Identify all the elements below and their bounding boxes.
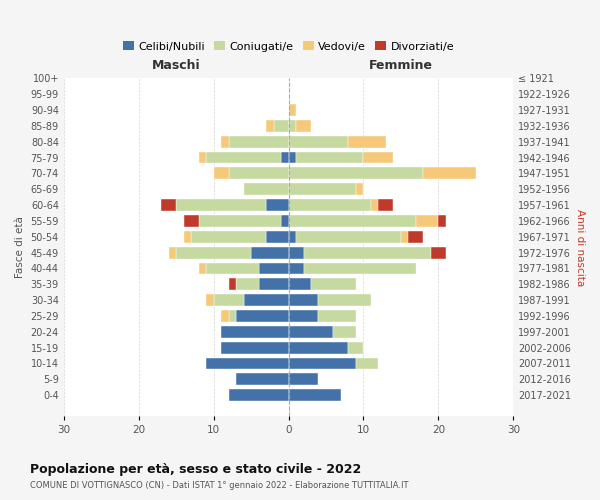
- Bar: [229, 389, 289, 401]
- Bar: [416, 215, 439, 227]
- Bar: [199, 262, 206, 274]
- Bar: [289, 342, 349, 353]
- Bar: [289, 294, 319, 306]
- Bar: [401, 231, 409, 242]
- Bar: [236, 374, 289, 386]
- Bar: [191, 231, 266, 242]
- Bar: [206, 358, 289, 370]
- Bar: [289, 215, 416, 227]
- Bar: [409, 231, 424, 242]
- Bar: [221, 310, 229, 322]
- Bar: [289, 374, 319, 386]
- Bar: [281, 152, 289, 164]
- Bar: [311, 278, 356, 290]
- Bar: [289, 199, 371, 211]
- Bar: [281, 215, 289, 227]
- Bar: [274, 120, 289, 132]
- Bar: [221, 136, 229, 147]
- Bar: [289, 389, 341, 401]
- Bar: [229, 136, 289, 147]
- Bar: [266, 120, 274, 132]
- Bar: [296, 120, 311, 132]
- Bar: [289, 231, 296, 242]
- Bar: [244, 184, 289, 195]
- Bar: [431, 246, 446, 258]
- Bar: [289, 120, 296, 132]
- Bar: [176, 199, 266, 211]
- Bar: [236, 278, 259, 290]
- Bar: [176, 246, 251, 258]
- Bar: [289, 278, 311, 290]
- Bar: [379, 199, 394, 211]
- Bar: [169, 246, 176, 258]
- Bar: [289, 262, 304, 274]
- Bar: [304, 262, 416, 274]
- Bar: [296, 152, 364, 164]
- Bar: [289, 152, 296, 164]
- Bar: [364, 152, 394, 164]
- Bar: [229, 168, 289, 179]
- Bar: [221, 342, 289, 353]
- Bar: [266, 231, 289, 242]
- Bar: [289, 184, 356, 195]
- Bar: [289, 246, 304, 258]
- Bar: [251, 246, 289, 258]
- Bar: [424, 168, 476, 179]
- Text: Maschi: Maschi: [152, 58, 200, 71]
- Y-axis label: Anni di nascita: Anni di nascita: [575, 208, 585, 286]
- Bar: [259, 278, 289, 290]
- Bar: [206, 152, 281, 164]
- Bar: [266, 199, 289, 211]
- Bar: [236, 310, 289, 322]
- Bar: [319, 294, 371, 306]
- Bar: [371, 199, 379, 211]
- Bar: [184, 231, 191, 242]
- Bar: [184, 215, 199, 227]
- Bar: [439, 215, 446, 227]
- Bar: [289, 310, 319, 322]
- Bar: [214, 168, 229, 179]
- Bar: [319, 310, 356, 322]
- Bar: [289, 358, 356, 370]
- Bar: [356, 184, 364, 195]
- Text: COMUNE DI VOTTIGNASCO (CN) - Dati ISTAT 1° gennaio 2022 - Elaborazione TUTTITALI: COMUNE DI VOTTIGNASCO (CN) - Dati ISTAT …: [30, 481, 409, 490]
- Y-axis label: Fasce di età: Fasce di età: [15, 216, 25, 278]
- Bar: [289, 168, 424, 179]
- Bar: [199, 215, 281, 227]
- Bar: [161, 199, 176, 211]
- Bar: [199, 152, 206, 164]
- Bar: [214, 294, 244, 306]
- Bar: [304, 246, 431, 258]
- Bar: [349, 136, 386, 147]
- Bar: [289, 326, 334, 338]
- Bar: [289, 104, 296, 116]
- Bar: [289, 136, 349, 147]
- Bar: [296, 231, 401, 242]
- Bar: [229, 310, 236, 322]
- Text: Popolazione per età, sesso e stato civile - 2022: Popolazione per età, sesso e stato civil…: [30, 462, 361, 475]
- Bar: [244, 294, 289, 306]
- Bar: [259, 262, 289, 274]
- Bar: [334, 326, 356, 338]
- Legend: Celibi/Nubili, Coniugati/e, Vedovi/e, Divorziati/e: Celibi/Nubili, Coniugati/e, Vedovi/e, Di…: [119, 36, 458, 56]
- Bar: [221, 326, 289, 338]
- Bar: [206, 262, 259, 274]
- Bar: [206, 294, 214, 306]
- Bar: [349, 342, 364, 353]
- Text: Femmine: Femmine: [369, 58, 433, 71]
- Bar: [356, 358, 379, 370]
- Bar: [229, 278, 236, 290]
